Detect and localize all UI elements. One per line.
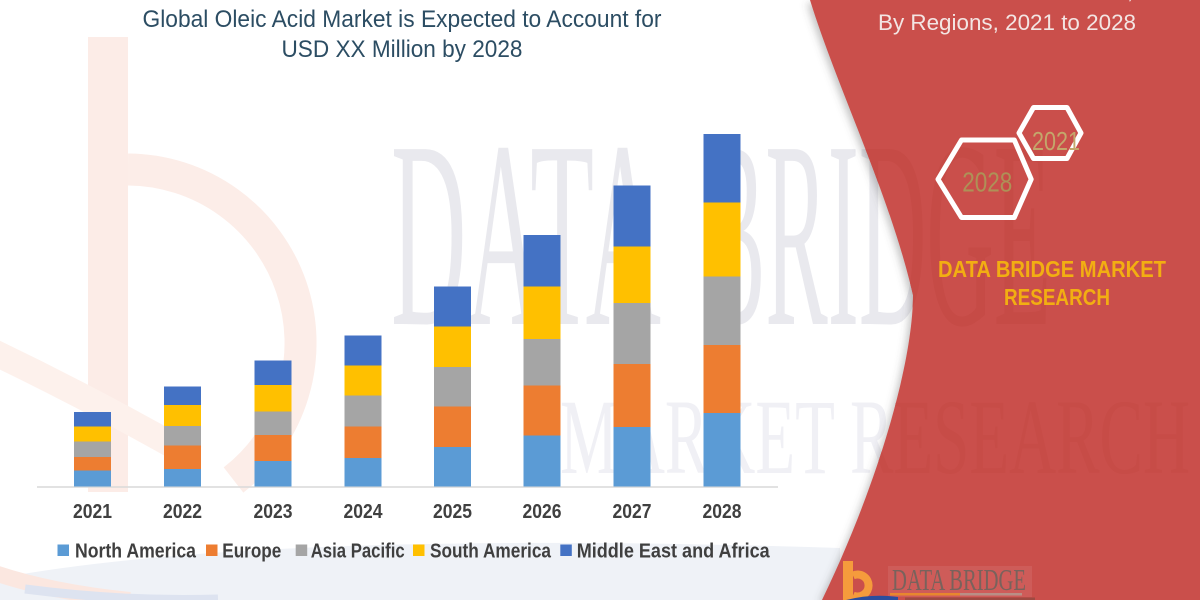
svg-text:2023: 2023 [254, 501, 293, 523]
svg-text:2021: 2021 [1032, 126, 1080, 156]
svg-text:Middle East and Africa: Middle East and Africa [577, 541, 771, 563]
svg-text:2025: 2025 [433, 501, 472, 523]
svg-text:Global Oleic Acid Market,: Global Oleic Acid Market, [881, 0, 1134, 4]
svg-text:2028: 2028 [962, 167, 1012, 198]
svg-text:2021: 2021 [73, 501, 112, 523]
svg-text:Asia Pacific: Asia Pacific [311, 541, 405, 563]
svg-text:2028: 2028 [703, 501, 742, 523]
svg-text:Europe: Europe [222, 541, 281, 563]
svg-text:Global Oleic Acid Market is Ex: Global Oleic Acid Market is Expected to … [143, 6, 662, 33]
svg-text:2026: 2026 [523, 501, 562, 523]
svg-text:South America: South America [430, 541, 552, 563]
svg-text:2024: 2024 [344, 501, 384, 523]
svg-text:2027: 2027 [613, 501, 652, 523]
svg-text:USD XX Million by 2028: USD XX Million by 2028 [282, 36, 523, 63]
svg-text:2022: 2022 [163, 501, 202, 523]
svg-text:DATA BRIDGE: DATA BRIDGE [892, 562, 1026, 597]
svg-text:North America: North America [75, 541, 197, 563]
svg-text:RESEARCH: RESEARCH [1004, 284, 1110, 310]
svg-text:By Regions, 2021 to 2028: By Regions, 2021 to 2028 [878, 10, 1136, 35]
svg-text:DATA BRIDGE MARKET: DATA BRIDGE MARKET [938, 256, 1167, 282]
